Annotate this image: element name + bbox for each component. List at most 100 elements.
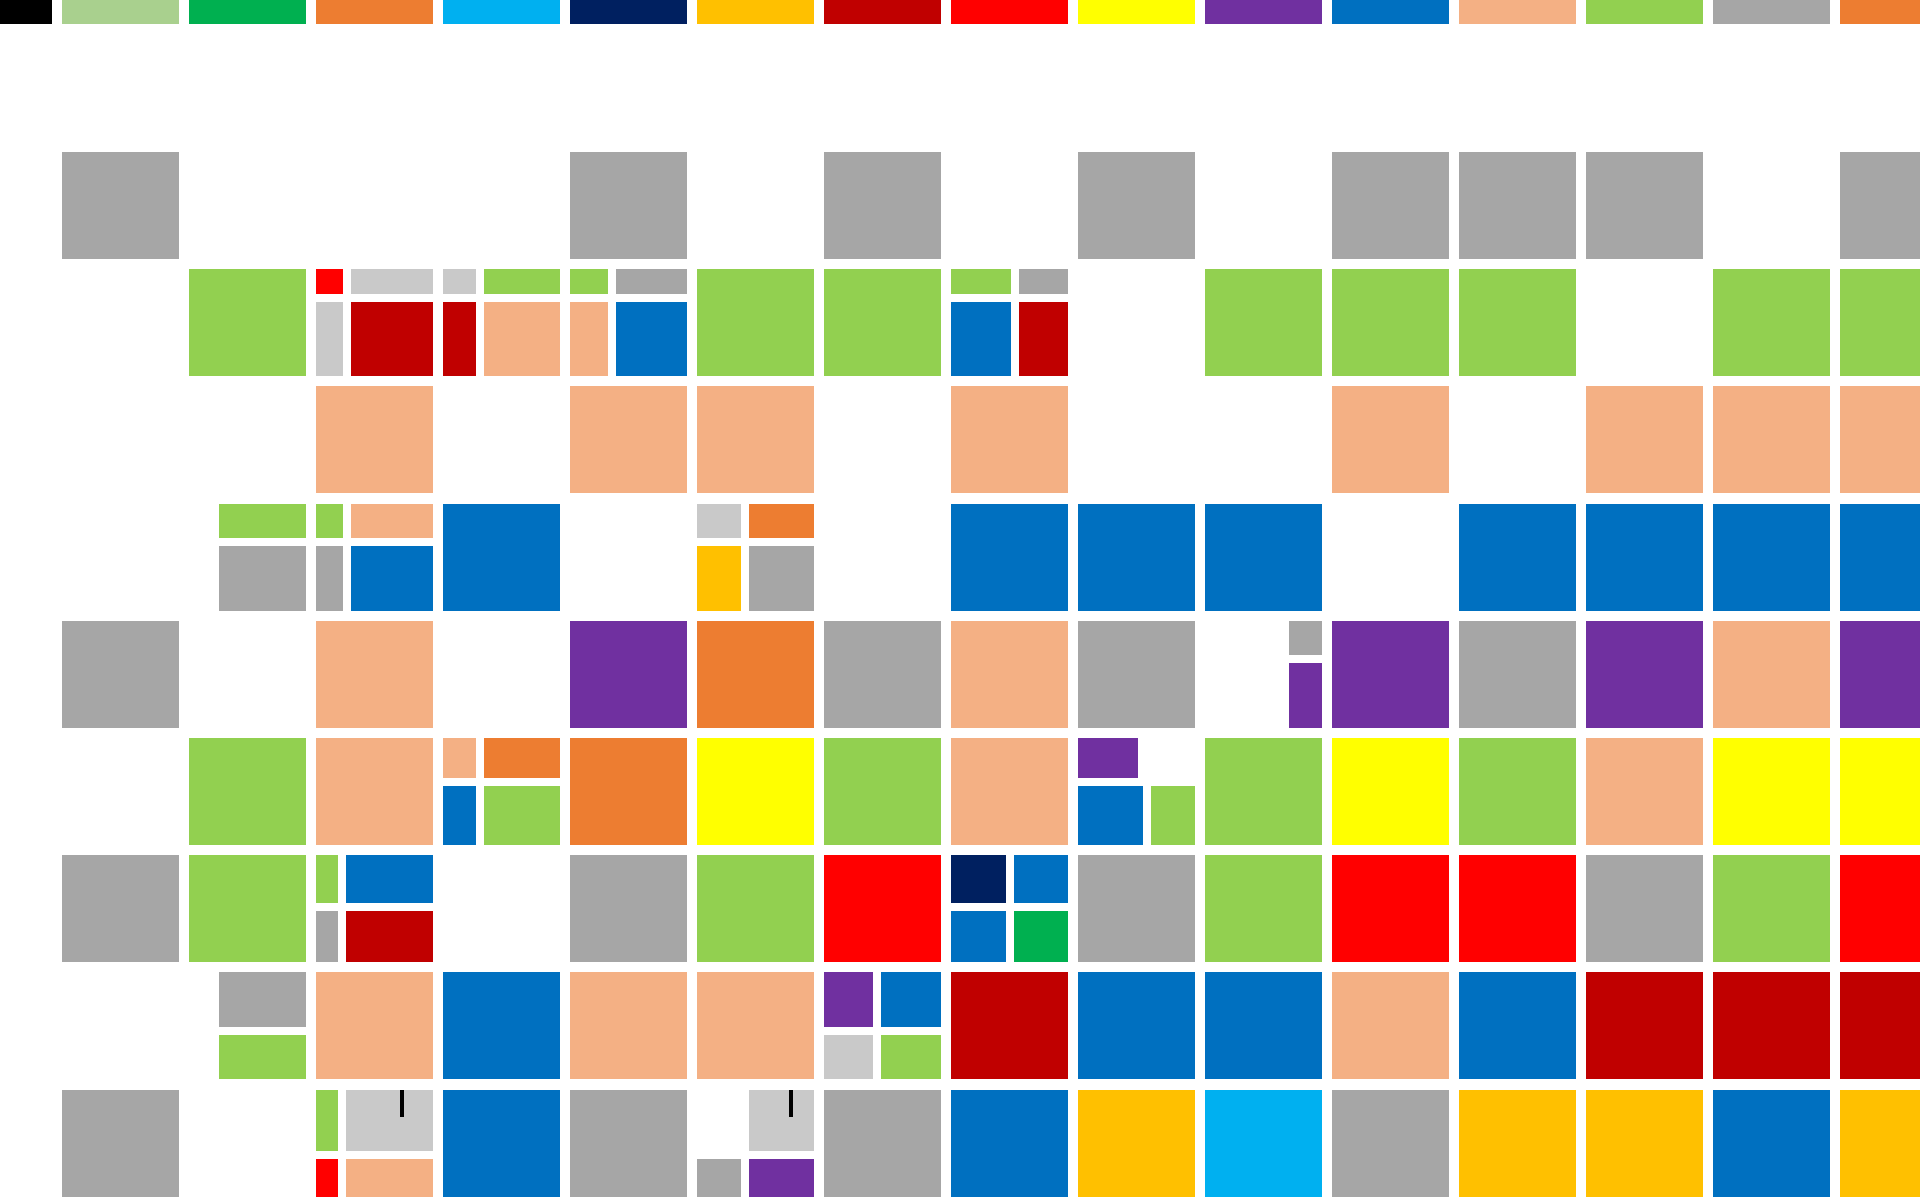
sub-block-light-gray [351,269,433,294]
block-blue [1840,503,1920,611]
block-gray [570,152,687,259]
block-gray [1078,620,1195,728]
block-blue [443,1089,560,1197]
block-peach [951,738,1068,845]
legend-swatch-blue [1332,0,1449,24]
legend-swatch-dark-red [824,0,941,24]
legend-swatch-navy [570,0,687,24]
legend-swatch-orange [316,0,433,24]
sub-block-gray [616,269,687,294]
block-lime [824,738,941,845]
block-blue [443,972,560,1080]
block-dark-red [1713,972,1830,1080]
block-gray [1078,152,1195,259]
block-yellow [1840,738,1920,845]
sub-block-lime [1151,785,1195,845]
block-gold [1459,1089,1576,1197]
block-blue [1459,503,1576,611]
block-gray [62,620,179,728]
block-gray [824,620,941,728]
block-blue [443,503,560,611]
legend-swatch-sky-blue [443,0,560,24]
block-red [1840,855,1920,963]
block-peach [1713,620,1830,728]
block-peach [951,620,1068,728]
legend-swatch-light-green [62,0,179,24]
sub-block-lime [881,1034,941,1080]
sub-block-peach [483,301,560,377]
block-purple [1332,620,1449,728]
sub-block-blue [951,910,1006,963]
sub-block-purple [748,1158,814,1197]
sub-block-dark-red [345,910,433,963]
block-lime [1205,738,1322,845]
legend-swatch-peach [1459,0,1576,24]
block-orange [697,620,814,728]
block-lime [1205,269,1322,377]
sub-block-purple [1078,738,1138,778]
block-gold [1586,1089,1703,1197]
block-peach [316,738,433,845]
sub-block-peach [345,1158,433,1197]
block-dark-red [1840,972,1920,1080]
block-dark-red [951,972,1068,1080]
sub-block-gray [748,546,814,611]
sub-block-light-gray [345,1089,433,1151]
sub-block-peach [351,503,433,539]
sub-block-blue [616,301,687,377]
block-peach [697,972,814,1080]
block-gray [62,1089,179,1197]
legend-swatch-yellow [1078,0,1195,24]
block-blue [1586,503,1703,611]
block-blue [1078,503,1195,611]
block-gray [1332,152,1449,259]
block-gray [824,152,941,259]
sub-block-blue [1013,855,1068,903]
sub-block-lime [483,785,560,845]
block-lime [824,269,941,377]
sub-block-orange [483,738,560,778]
block-gray [1840,152,1920,259]
sub-block-purple [1289,663,1322,728]
block-lime [1840,269,1920,377]
block-lime [1205,855,1322,963]
block-peach [570,386,687,494]
sub-block-gray [218,546,306,611]
sub-block-gray [218,972,306,1027]
block-sky-blue [1205,1089,1322,1197]
block-peach [951,386,1068,494]
block-peach [697,386,814,494]
sub-block-gray [1018,269,1068,294]
sub-block-dark-red [1018,301,1068,377]
sub-block-blue [443,785,476,845]
sub-block-lime [316,855,338,903]
sub-block-gray [316,910,338,963]
block-purple [1586,620,1703,728]
block-peach [316,620,433,728]
sub-block-peach [570,301,609,377]
sub-block-lime [316,1089,338,1151]
block-peach [1332,386,1449,494]
sub-block-light-gray [316,301,344,377]
sub-block-blue [881,972,941,1027]
block-yellow [1713,738,1830,845]
cursor-mark [789,1089,794,1118]
block-gray [570,855,687,963]
block-gray [62,152,179,259]
sub-block-lime [951,269,1011,294]
block-red [1459,855,1576,963]
sub-block-lime [218,1034,306,1080]
block-gray [62,855,179,963]
legend-swatch-lime [1586,0,1703,24]
block-gray [824,1089,941,1197]
sub-block-green [1013,910,1068,963]
block-yellow [697,738,814,845]
block-dark-red [1586,972,1703,1080]
sub-block-light-gray [697,503,741,539]
block-blue [1205,503,1322,611]
sub-block-light-gray [824,1034,874,1080]
sub-block-navy [951,855,1006,903]
block-blue [1078,972,1195,1080]
sub-block-peach [443,738,476,778]
block-peach [1586,386,1703,494]
